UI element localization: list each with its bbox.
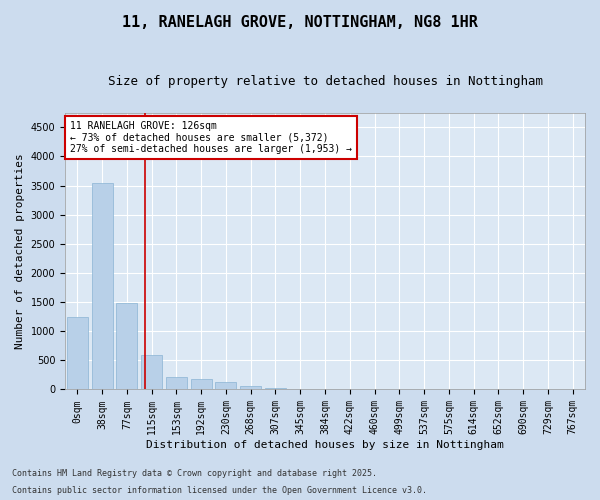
Bar (141, 354, 162, 390)
Bar (240, 386, 261, 390)
Text: 11 RANELAGH GROVE: 126sqm
← 73% of detached houses are smaller (5,372)
27% of se: 11 RANELAGH GROVE: 126sqm ← 73% of detac… (70, 121, 352, 154)
Y-axis label: Number of detached properties: Number of detached properties (15, 153, 25, 349)
Bar (191, 380, 212, 390)
Bar (265, 388, 286, 390)
Text: Contains public sector information licensed under the Open Government Licence v3: Contains public sector information licen… (12, 486, 427, 495)
Bar (67, 316, 88, 390)
X-axis label: Distribution of detached houses by size in Nottingham: Distribution of detached houses by size … (146, 440, 504, 450)
Text: 11, RANELAGH GROVE, NOTTINGHAM, NG8 1HR: 11, RANELAGH GROVE, NOTTINGHAM, NG8 1HR (122, 15, 478, 30)
Title: Size of property relative to detached houses in Nottingham: Size of property relative to detached ho… (107, 75, 542, 88)
Bar (166, 376, 187, 390)
Text: Contains HM Land Registry data © Crown copyright and database right 2025.: Contains HM Land Registry data © Crown c… (12, 468, 377, 477)
Bar (92, 182, 113, 390)
Bar (116, 304, 137, 390)
Bar (215, 382, 236, 390)
